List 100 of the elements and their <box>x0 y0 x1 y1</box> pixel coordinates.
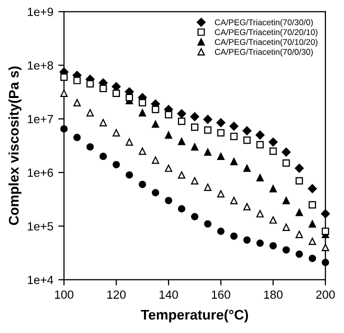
point <box>126 138 134 146</box>
x-tick-label: 200 <box>316 290 335 299</box>
point <box>60 73 68 81</box>
point <box>308 201 316 208</box>
point <box>112 160 120 168</box>
point <box>126 94 134 102</box>
point <box>256 240 264 247</box>
point <box>73 99 81 106</box>
point <box>282 196 290 204</box>
point <box>217 190 225 198</box>
point <box>126 171 134 179</box>
y-tick-label: 1e+7 <box>28 115 53 124</box>
point <box>152 120 160 128</box>
point <box>243 136 251 144</box>
point <box>164 164 172 172</box>
point <box>296 230 303 238</box>
point <box>177 109 186 118</box>
point <box>256 210 264 218</box>
point <box>243 164 251 172</box>
point <box>268 138 278 147</box>
point <box>269 242 277 250</box>
point <box>296 250 303 258</box>
y-tick-label: 1e+8 <box>28 61 54 70</box>
point <box>230 132 238 140</box>
point <box>217 129 225 136</box>
x-tick-label: 140 <box>160 290 178 299</box>
point <box>191 143 198 151</box>
point <box>282 224 290 231</box>
point <box>152 189 160 196</box>
y-tick-label: 1e+4 <box>28 276 54 284</box>
x-tick-label: 100 <box>55 290 74 299</box>
point <box>112 90 120 97</box>
point <box>229 122 238 131</box>
point <box>86 109 94 116</box>
point <box>191 177 198 184</box>
point <box>242 126 252 136</box>
point <box>204 220 212 228</box>
point <box>190 112 200 122</box>
point <box>269 147 277 155</box>
y-axis-title: Complex viscosity(Pa s) <box>8 66 22 226</box>
point <box>191 124 198 131</box>
point <box>296 177 303 184</box>
point <box>73 134 81 142</box>
point <box>191 212 198 220</box>
x-tick-label: 120 <box>107 290 126 299</box>
point <box>294 164 304 173</box>
y-tick-label: 1e+6 <box>28 168 54 177</box>
x-axis-title: Temperature(°C) <box>140 309 248 322</box>
point <box>269 184 277 192</box>
legend-label: CA/PEG/Triacetin(70/30/0) <box>214 19 313 27</box>
point <box>308 220 316 228</box>
point <box>86 143 94 151</box>
point <box>164 131 172 139</box>
point <box>256 130 265 140</box>
point <box>138 180 146 188</box>
point <box>138 99 146 106</box>
point <box>230 196 238 204</box>
point <box>203 114 212 124</box>
point <box>308 238 316 246</box>
point <box>243 236 251 244</box>
point <box>100 84 107 92</box>
point <box>308 184 317 194</box>
point <box>152 106 160 114</box>
point <box>204 126 212 134</box>
point <box>269 216 277 224</box>
point <box>86 80 94 88</box>
point <box>296 208 303 216</box>
point <box>282 148 291 157</box>
point <box>178 138 186 146</box>
point <box>322 228 330 235</box>
point <box>230 158 238 166</box>
y-tick-label: 1e+9 <box>28 8 54 16</box>
legend-label: CA/PEG/Triacetin(70/10/20) <box>214 38 318 47</box>
point <box>217 152 225 160</box>
y-tick-label: 1e+5 <box>28 222 54 230</box>
point <box>178 205 186 213</box>
point <box>204 184 212 191</box>
point <box>308 254 316 262</box>
point <box>216 118 226 128</box>
legend-label: CA/PEG/Triacetin(70/20/10) <box>214 29 318 37</box>
point <box>243 203 251 210</box>
x-tick-label: 160 <box>212 290 230 299</box>
point <box>230 232 238 240</box>
point <box>217 228 225 235</box>
point <box>112 129 120 136</box>
point <box>256 141 264 148</box>
point <box>204 148 212 156</box>
point <box>138 109 146 116</box>
point <box>164 196 172 204</box>
point <box>100 152 107 160</box>
point <box>138 147 146 155</box>
point <box>322 244 330 252</box>
legend-label: CA/PEG/Triacetin(70/0/30) <box>214 48 313 56</box>
point <box>178 171 186 179</box>
point <box>256 174 264 182</box>
point <box>178 118 186 126</box>
point <box>60 90 68 97</box>
point <box>164 110 172 118</box>
point <box>152 156 160 164</box>
x-tick-label: 180 <box>264 290 283 299</box>
